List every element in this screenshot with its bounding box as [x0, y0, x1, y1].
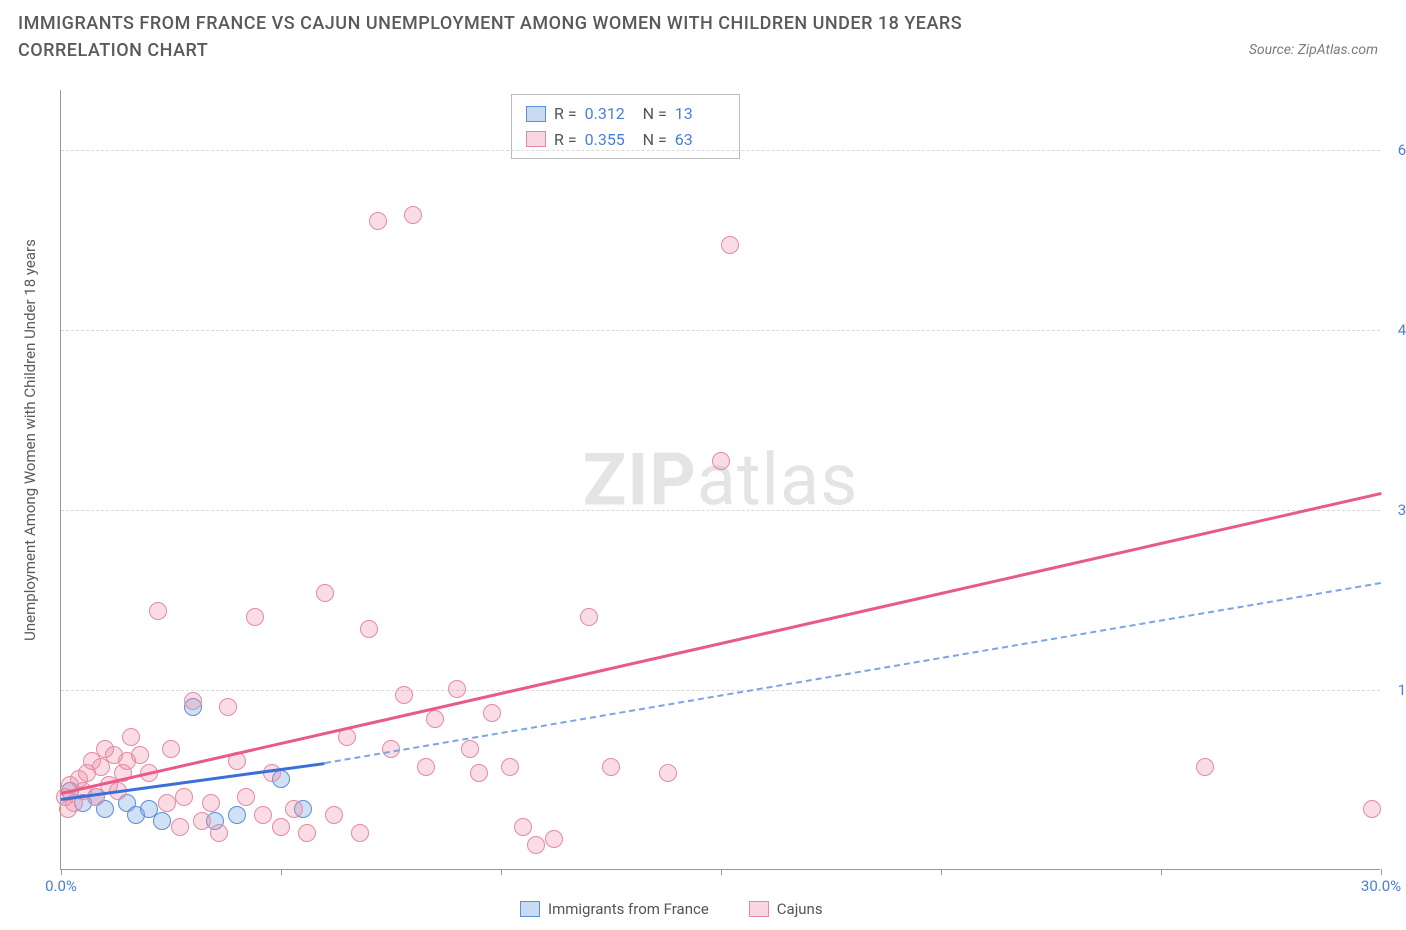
- data-point-pink: [158, 794, 176, 812]
- data-point-pink: [263, 764, 281, 782]
- y-tick-label: 15.0%: [1398, 681, 1406, 699]
- data-point-pink: [470, 764, 488, 782]
- data-point-pink: [219, 698, 237, 716]
- swatch-pink-icon: [526, 131, 546, 147]
- data-point-pink: [184, 692, 202, 710]
- y-tick-label: 45.0%: [1398, 321, 1406, 339]
- swatch-pink-icon: [749, 901, 769, 917]
- scatter-plot-area: R = 0.312 N = 13 R = 0.355 N = 63 ZIPatl…: [60, 90, 1380, 870]
- data-point-pink: [162, 740, 180, 758]
- data-point-pink: [514, 818, 532, 836]
- data-point-pink: [501, 758, 519, 776]
- y-tick-label: 60.0%: [1398, 141, 1406, 159]
- x-tick: [941, 869, 942, 875]
- data-point-pink: [193, 812, 211, 830]
- data-point-pink: [202, 794, 220, 812]
- data-point-pink: [131, 746, 149, 764]
- data-point-pink: [351, 824, 369, 842]
- data-point-blue: [228, 806, 246, 824]
- data-point-pink: [298, 824, 316, 842]
- data-point-pink: [461, 740, 479, 758]
- data-point-pink: [1196, 758, 1214, 776]
- x-tick: [61, 869, 62, 875]
- gridline: [61, 690, 1380, 691]
- data-point-pink: [369, 212, 387, 230]
- trendline-pink: [61, 492, 1382, 794]
- x-tick: [1381, 869, 1382, 875]
- data-point-pink: [210, 824, 228, 842]
- data-point-pink: [171, 818, 189, 836]
- stats-r-label: R =: [554, 127, 577, 153]
- data-point-pink: [659, 764, 677, 782]
- trendline-blue-dashed: [325, 582, 1381, 764]
- data-point-pink: [272, 818, 290, 836]
- x-tick: [501, 869, 502, 875]
- legend-item-pink: Cajuns: [749, 900, 823, 918]
- gridline: [61, 330, 1380, 331]
- swatch-blue-icon: [520, 901, 540, 917]
- data-point-pink: [246, 608, 264, 626]
- x-tick: [281, 869, 282, 875]
- y-axis-label: Unemployment Among Women with Children U…: [21, 239, 39, 641]
- x-tick: [721, 869, 722, 875]
- legend-item-blue: Immigrants from France: [520, 900, 709, 918]
- stats-n-label: N =: [643, 101, 667, 127]
- data-point-pink: [122, 728, 140, 746]
- data-point-pink: [325, 806, 343, 824]
- x-tick: [1161, 869, 1162, 875]
- data-point-pink: [395, 686, 413, 704]
- stats-row-blue: R = 0.312 N = 13: [526, 101, 725, 127]
- legend-label-pink: Cajuns: [777, 900, 823, 918]
- source-attribution: Source: ZipAtlas.com: [1249, 42, 1378, 58]
- x-tick-label: 30.0%: [1361, 877, 1401, 895]
- data-point-pink: [417, 758, 435, 776]
- data-point-pink: [237, 788, 255, 806]
- data-point-pink: [285, 800, 303, 818]
- data-point-pink: [426, 710, 444, 728]
- data-point-pink: [316, 584, 334, 602]
- data-point-blue: [153, 812, 171, 830]
- data-point-pink: [448, 680, 466, 698]
- data-point-pink: [1363, 800, 1381, 818]
- data-point-pink: [59, 800, 77, 818]
- legend-label-blue: Immigrants from France: [548, 900, 709, 918]
- stats-n-label: N =: [643, 127, 667, 153]
- data-point-pink: [360, 620, 378, 638]
- chart-title: IMMIGRANTS FROM FRANCE VS CAJUN UNEMPLOY…: [18, 10, 1068, 64]
- data-point-pink: [404, 206, 422, 224]
- y-tick-label: 30.0%: [1398, 501, 1406, 519]
- stats-row-pink: R = 0.355 N = 63: [526, 127, 725, 153]
- stats-r-label: R =: [554, 101, 577, 127]
- stats-r-pink: 0.355: [585, 127, 635, 153]
- legend: Immigrants from France Cajuns: [520, 900, 823, 918]
- gridline: [61, 150, 1380, 151]
- swatch-blue-icon: [526, 106, 546, 122]
- data-point-pink: [149, 602, 167, 620]
- data-point-pink: [175, 788, 193, 806]
- data-point-pink: [483, 704, 501, 722]
- x-tick-label: 0.0%: [45, 877, 77, 895]
- data-point-pink: [254, 806, 272, 824]
- stats-n-blue: 13: [675, 101, 725, 127]
- data-point-pink: [721, 236, 739, 254]
- stats-n-pink: 63: [675, 127, 725, 153]
- data-point-pink: [545, 830, 563, 848]
- data-point-pink: [527, 836, 545, 854]
- data-point-pink: [580, 608, 598, 626]
- data-point-pink: [712, 452, 730, 470]
- data-point-pink: [602, 758, 620, 776]
- stats-r-blue: 0.312: [585, 101, 635, 127]
- gridline: [61, 510, 1380, 511]
